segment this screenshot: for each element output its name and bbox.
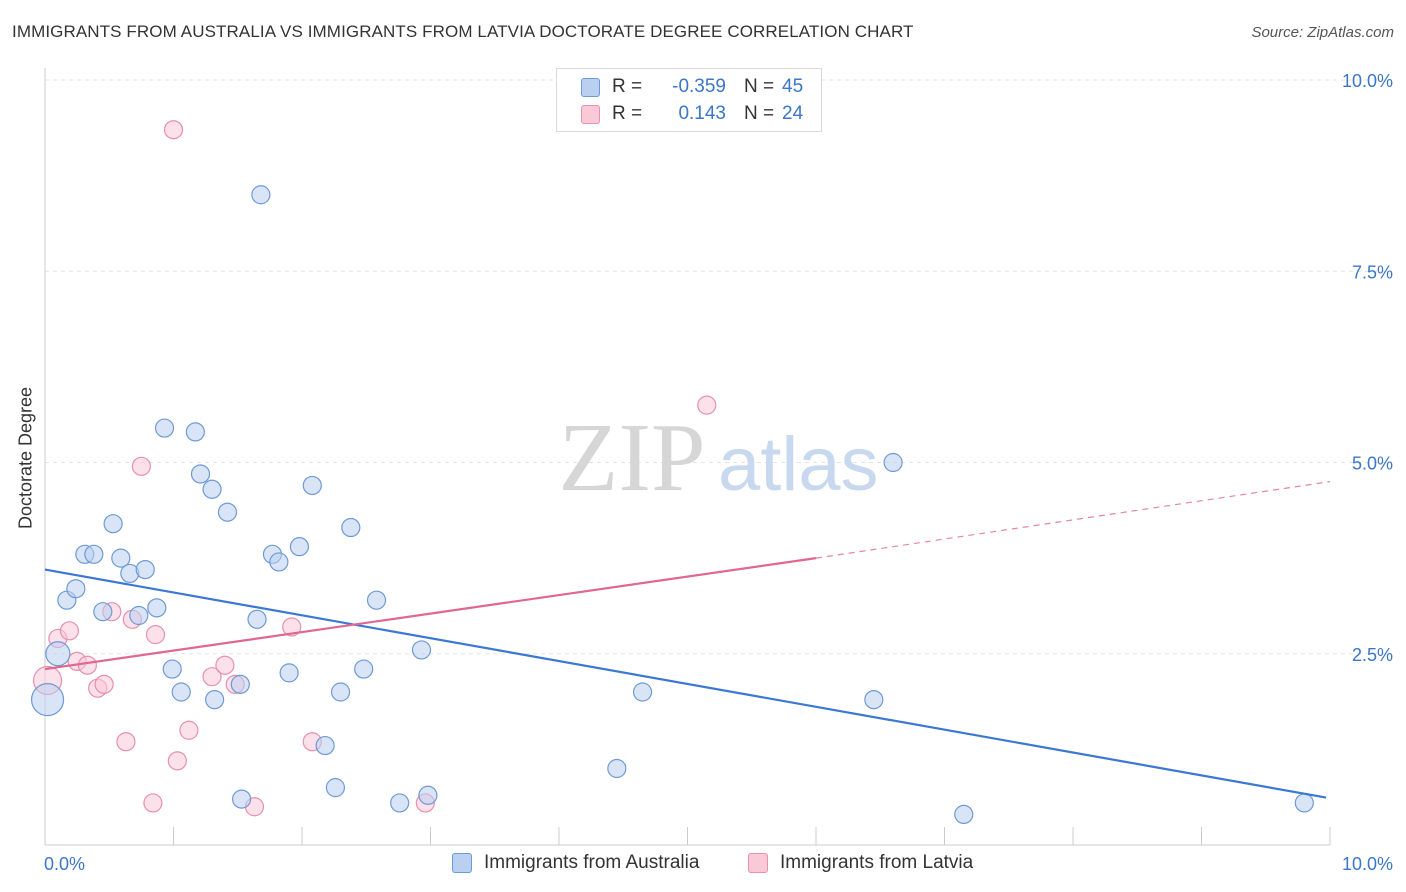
data-point-australia (154, 418, 175, 438)
data-point-latvia (131, 456, 151, 476)
source-label: Source: ZipAtlas.com (1251, 24, 1394, 41)
bottom-legend-swatch-latvia (748, 853, 768, 873)
gridlines (45, 79, 1392, 655)
x-tick-label: 10.0% (1342, 854, 1393, 874)
series-australia-points (30, 185, 1314, 825)
data-point-australia (289, 537, 310, 557)
chart-title: IMMIGRANTS FROM AUSTRALIA VS IMMIGRANTS … (12, 22, 914, 41)
legend-swatch-australia (581, 77, 600, 97)
data-point-australia (330, 682, 351, 702)
data-point-australia (315, 735, 335, 756)
data-point-australia (205, 690, 225, 710)
bottom-legend-latvia: Immigrants from Latvia (748, 852, 973, 874)
data-point-australia (883, 452, 903, 473)
legend-row-australia: R = -0.359 N = 45 (581, 75, 803, 99)
legend-r-label: R = (612, 76, 643, 97)
data-point-latvia (59, 621, 80, 641)
y-tick-label: 7.5% (1352, 262, 1393, 282)
data-point-australia (864, 690, 884, 710)
data-point-australia (135, 559, 155, 580)
data-point-latvia (202, 667, 222, 687)
data-point-latvia (697, 395, 717, 415)
data-point-australia (354, 659, 374, 679)
data-point-australia (279, 663, 299, 683)
data-point-latvia (143, 793, 163, 813)
data-point-australia (418, 785, 438, 805)
legend-n-label: N = (744, 103, 775, 124)
legend-n-value: 24 (782, 103, 804, 124)
data-point-latvia (145, 625, 166, 645)
y-tick-label: 2.5% (1352, 645, 1393, 665)
watermark: ZIP atlas (559, 404, 879, 512)
bottom-legend-label-australia: Immigrants from Australia (484, 852, 700, 873)
data-point-latvia (116, 732, 136, 752)
data-point-australia (251, 185, 271, 205)
data-point-latvia (179, 720, 199, 740)
data-point-australia (93, 602, 113, 622)
data-point-australia (366, 590, 387, 610)
data-point-australia (341, 517, 361, 538)
data-point-australia (607, 758, 627, 779)
data-point-australia (217, 502, 238, 522)
legend-r-value: 0.143 (678, 103, 726, 124)
data-point-latvia (215, 655, 235, 675)
data-point-australia (171, 682, 191, 702)
data-point-australia (147, 598, 167, 618)
data-point-latvia (282, 617, 302, 637)
correlation-legend: R = -0.359 N = 45 R = 0.143 N = 24 (556, 68, 822, 132)
data-point-latvia (77, 655, 98, 675)
data-point-australia (247, 609, 267, 629)
data-point-australia (954, 804, 974, 825)
data-point-australia (162, 659, 182, 679)
data-point-australia (66, 579, 86, 599)
legend-r-value: -0.359 (672, 76, 726, 97)
data-point-australia (30, 683, 65, 717)
data-point-australia (302, 475, 322, 496)
trend-line-latvia (44, 557, 817, 671)
data-point-australia (111, 548, 131, 568)
trend-line-australia (44, 568, 1327, 799)
data-point-latvia (167, 751, 187, 771)
legend-row-latvia: R = 0.143 N = 24 (581, 102, 803, 126)
x-tick-label: 0.0% (44, 854, 85, 874)
legend-n-value: 45 (782, 76, 804, 97)
data-point-australia (325, 778, 346, 798)
data-point-latvia (163, 120, 184, 140)
legend-r-label: R = (612, 103, 643, 124)
data-point-australia (202, 479, 222, 499)
data-point-australia (190, 464, 211, 484)
data-point-latvia (94, 674, 114, 694)
data-point-australia (232, 789, 252, 809)
bottom-legend-label-latvia: Immigrants from Latvia (780, 852, 974, 873)
y-tick-label: 5.0% (1352, 454, 1393, 474)
data-point-australia (129, 605, 149, 626)
data-point-australia (632, 682, 653, 702)
data-point-australia (185, 422, 205, 442)
data-point-australia (411, 640, 432, 660)
data-point-australia (390, 793, 410, 813)
watermark-zip: ZIP (559, 404, 706, 512)
trend-line-latvia-extension (815, 481, 1331, 559)
y-axis-label: Doctorate Degree (15, 386, 36, 530)
data-point-australia (269, 552, 289, 572)
y-tick-label: 10.0% (1342, 71, 1393, 91)
bottom-legend-swatch-australia (452, 853, 472, 873)
data-point-australia (1294, 793, 1314, 813)
legend-swatch-latvia (581, 104, 600, 124)
bottom-legend-australia: Immigrants from Australia (452, 852, 699, 874)
watermark-atlas: atlas (718, 422, 879, 507)
data-point-australia (230, 674, 250, 694)
legend-n-label: N = (744, 76, 775, 97)
data-point-australia (103, 514, 123, 534)
tick-labels: 2.5% 5.0% 7.5% 10.0% 0.0% 10.0% (44, 71, 1393, 874)
data-point-australia (84, 544, 104, 564)
trend-lines (44, 481, 1331, 799)
data-point-australia (45, 641, 71, 667)
